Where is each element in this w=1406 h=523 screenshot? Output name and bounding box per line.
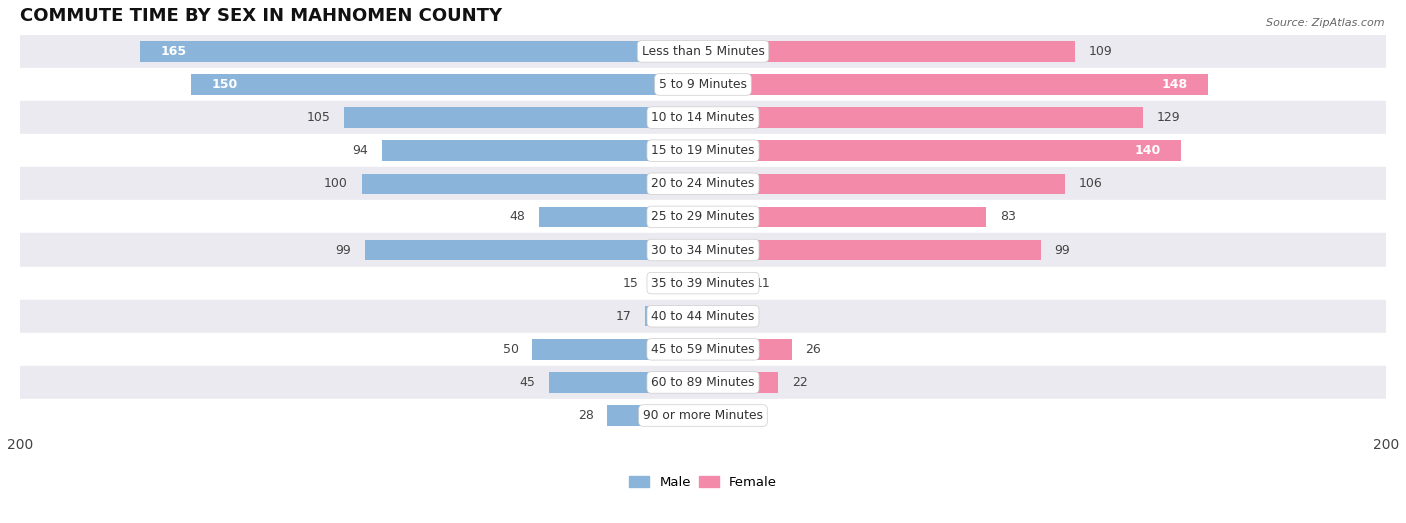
- Text: 28: 28: [578, 409, 593, 422]
- Text: 100: 100: [323, 177, 347, 190]
- Text: 45: 45: [520, 376, 536, 389]
- Bar: [607, 405, 703, 426]
- Text: 26: 26: [806, 343, 821, 356]
- Bar: [703, 339, 792, 360]
- Bar: [703, 207, 987, 227]
- Text: 35 to 39 Minutes: 35 to 39 Minutes: [651, 277, 755, 290]
- Text: 8: 8: [744, 409, 752, 422]
- Bar: [20, 267, 1386, 300]
- Text: Source: ZipAtlas.com: Source: ZipAtlas.com: [1267, 18, 1385, 28]
- Bar: [703, 306, 727, 326]
- Text: 140: 140: [1135, 144, 1160, 157]
- Text: 148: 148: [1161, 78, 1188, 91]
- Text: 48: 48: [509, 210, 526, 223]
- Bar: [20, 101, 1386, 134]
- Bar: [533, 339, 703, 360]
- Bar: [20, 233, 1386, 267]
- Text: 50: 50: [502, 343, 519, 356]
- Bar: [538, 207, 703, 227]
- Bar: [703, 74, 1208, 95]
- Bar: [703, 107, 1143, 128]
- Bar: [20, 399, 1386, 432]
- Bar: [20, 300, 1386, 333]
- Text: 40 to 44 Minutes: 40 to 44 Minutes: [651, 310, 755, 323]
- Text: 60 to 89 Minutes: 60 to 89 Minutes: [651, 376, 755, 389]
- Bar: [20, 167, 1386, 200]
- Bar: [645, 306, 703, 326]
- Bar: [20, 366, 1386, 399]
- Text: 94: 94: [353, 144, 368, 157]
- Text: 10 to 14 Minutes: 10 to 14 Minutes: [651, 111, 755, 124]
- Bar: [703, 174, 1064, 194]
- Bar: [20, 200, 1386, 233]
- Bar: [366, 240, 703, 260]
- Text: 109: 109: [1088, 45, 1112, 58]
- Bar: [703, 405, 730, 426]
- Text: COMMUTE TIME BY SEX IN MAHNOMEN COUNTY: COMMUTE TIME BY SEX IN MAHNOMEN COUNTY: [20, 7, 502, 25]
- Bar: [382, 141, 703, 161]
- Bar: [703, 240, 1040, 260]
- Text: 105: 105: [307, 111, 330, 124]
- Text: 25 to 29 Minutes: 25 to 29 Minutes: [651, 210, 755, 223]
- Bar: [703, 141, 1181, 161]
- Bar: [550, 372, 703, 393]
- Text: 17: 17: [616, 310, 631, 323]
- Text: 45 to 59 Minutes: 45 to 59 Minutes: [651, 343, 755, 356]
- Text: 106: 106: [1078, 177, 1102, 190]
- Text: 165: 165: [160, 45, 186, 58]
- Text: 5 to 9 Minutes: 5 to 9 Minutes: [659, 78, 747, 91]
- Bar: [703, 41, 1076, 62]
- Bar: [139, 41, 703, 62]
- Text: 15 to 19 Minutes: 15 to 19 Minutes: [651, 144, 755, 157]
- Text: 99: 99: [336, 244, 352, 256]
- Text: 20 to 24 Minutes: 20 to 24 Minutes: [651, 177, 755, 190]
- Text: 15: 15: [623, 277, 638, 290]
- Text: 11: 11: [754, 277, 770, 290]
- Bar: [361, 174, 703, 194]
- Bar: [20, 68, 1386, 101]
- Bar: [20, 333, 1386, 366]
- Text: 22: 22: [792, 376, 807, 389]
- Text: 129: 129: [1157, 111, 1181, 124]
- Legend: Male, Female: Male, Female: [628, 475, 778, 489]
- Text: 150: 150: [211, 78, 238, 91]
- Bar: [20, 134, 1386, 167]
- Bar: [191, 74, 703, 95]
- Text: Less than 5 Minutes: Less than 5 Minutes: [641, 45, 765, 58]
- Bar: [20, 35, 1386, 68]
- Text: 30 to 34 Minutes: 30 to 34 Minutes: [651, 244, 755, 256]
- Bar: [344, 107, 703, 128]
- Bar: [703, 372, 778, 393]
- Text: 90 or more Minutes: 90 or more Minutes: [643, 409, 763, 422]
- Text: 7: 7: [741, 310, 748, 323]
- Bar: [652, 273, 703, 293]
- Text: 99: 99: [1054, 244, 1070, 256]
- Bar: [703, 273, 741, 293]
- Text: 83: 83: [1000, 210, 1017, 223]
